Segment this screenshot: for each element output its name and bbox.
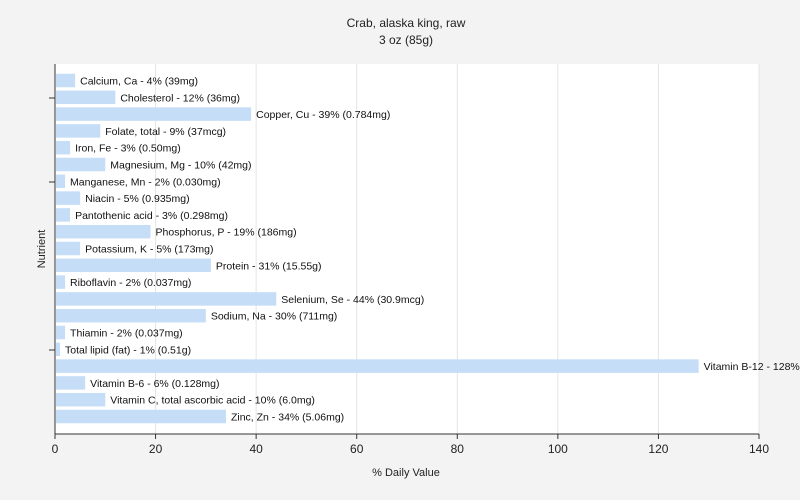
x-tick-label: 60 — [350, 442, 364, 456]
bar — [56, 73, 76, 88]
bar-data-label: Cholesterol - 12% (36mg) — [120, 92, 240, 104]
bar-data-label: Copper, Cu - 39% (0.784mg) — [256, 109, 390, 121]
bar-data-label: Potassium, K - 5% (173mg) — [85, 244, 213, 256]
bar — [56, 107, 252, 121]
bar-data-label: Selenium, Se - 44% (30.9mcg) — [281, 294, 424, 306]
bar — [56, 157, 106, 172]
bar — [56, 124, 101, 138]
bar-data-label: Sodium, Na - 30% (711mg) — [211, 311, 337, 323]
bar — [56, 140, 71, 155]
bar — [56, 275, 66, 289]
bar-data-label: Folate, total - 9% (37mcg) — [105, 126, 226, 138]
x-axis-title: % Daily Value — [372, 467, 440, 479]
bar — [56, 174, 66, 189]
bar-data-label: Magnesium, Mg - 10% (42mg) — [110, 160, 251, 172]
bar — [56, 224, 151, 239]
chart-subtitle: 3 oz (85g) — [379, 33, 433, 47]
x-tick-label: 100 — [548, 442, 568, 456]
bar-data-label: Manganese, Mn - 2% (0.030mg) — [70, 176, 221, 188]
axes-group: 0 20 40 60 80 100 120 140 — [49, 64, 769, 456]
bar — [56, 392, 106, 407]
bar-data-label: Niacin - 5% (0.935mg) — [85, 193, 189, 205]
x-tick-label: 120 — [648, 442, 668, 456]
x-tick-label: 20 — [149, 442, 163, 456]
bar-data-label: Vitamin C, total ascorbic acid - 10% (6.… — [110, 395, 315, 407]
bar-data-label: Iron, Fe - 3% (0.50mg) — [75, 143, 181, 155]
bar-data-label: Calcium, Ca - 4% (39mg) — [80, 76, 198, 88]
bar-data-label: Phosphorus, P - 19% (186mg) — [156, 227, 297, 239]
bar-data-label: Protein - 31% (15.55g) — [216, 260, 322, 272]
bar — [56, 191, 81, 205]
bar — [56, 359, 699, 373]
bar — [56, 325, 66, 340]
bar-data-label: Vitamin B-12 - 128% (7.65mcg) — [704, 361, 800, 373]
bar — [56, 241, 81, 256]
bar-data-label: Zinc, Zn - 34% (5.06mg) — [231, 412, 344, 424]
bar-data-label: Pantothenic acid - 3% (0.298mg) — [75, 210, 228, 222]
bar — [56, 208, 71, 222]
x-tick-label: 80 — [451, 442, 465, 456]
bar — [56, 342, 61, 357]
x-tick-label: 40 — [249, 442, 263, 456]
bar — [56, 409, 226, 424]
bar-data-label: Total lipid (fat) - 1% (0.51g) — [65, 344, 191, 356]
bar-labels-group: Calcium, Ca - 4% (39mg) Cholesterol - 12%… — [65, 76, 800, 424]
bar — [56, 308, 206, 323]
bar — [56, 376, 86, 390]
bar — [56, 292, 277, 306]
bar-data-label: Vitamin B-6 - 6% (0.128mg) — [90, 378, 219, 390]
bar-data-label: Thiamin - 2% (0.037mg) — [70, 328, 183, 340]
chart-title: Crab, alaska king, raw — [347, 16, 466, 30]
bar — [56, 90, 116, 105]
bars-group — [56, 73, 699, 424]
bar-data-label: Riboflavin - 2% (0.037mg) — [70, 277, 191, 289]
bar — [56, 258, 211, 273]
y-axis-title: Nutrient — [36, 230, 48, 269]
x-tick-label: 0 — [52, 442, 59, 456]
x-tick-label: 140 — [749, 442, 769, 456]
